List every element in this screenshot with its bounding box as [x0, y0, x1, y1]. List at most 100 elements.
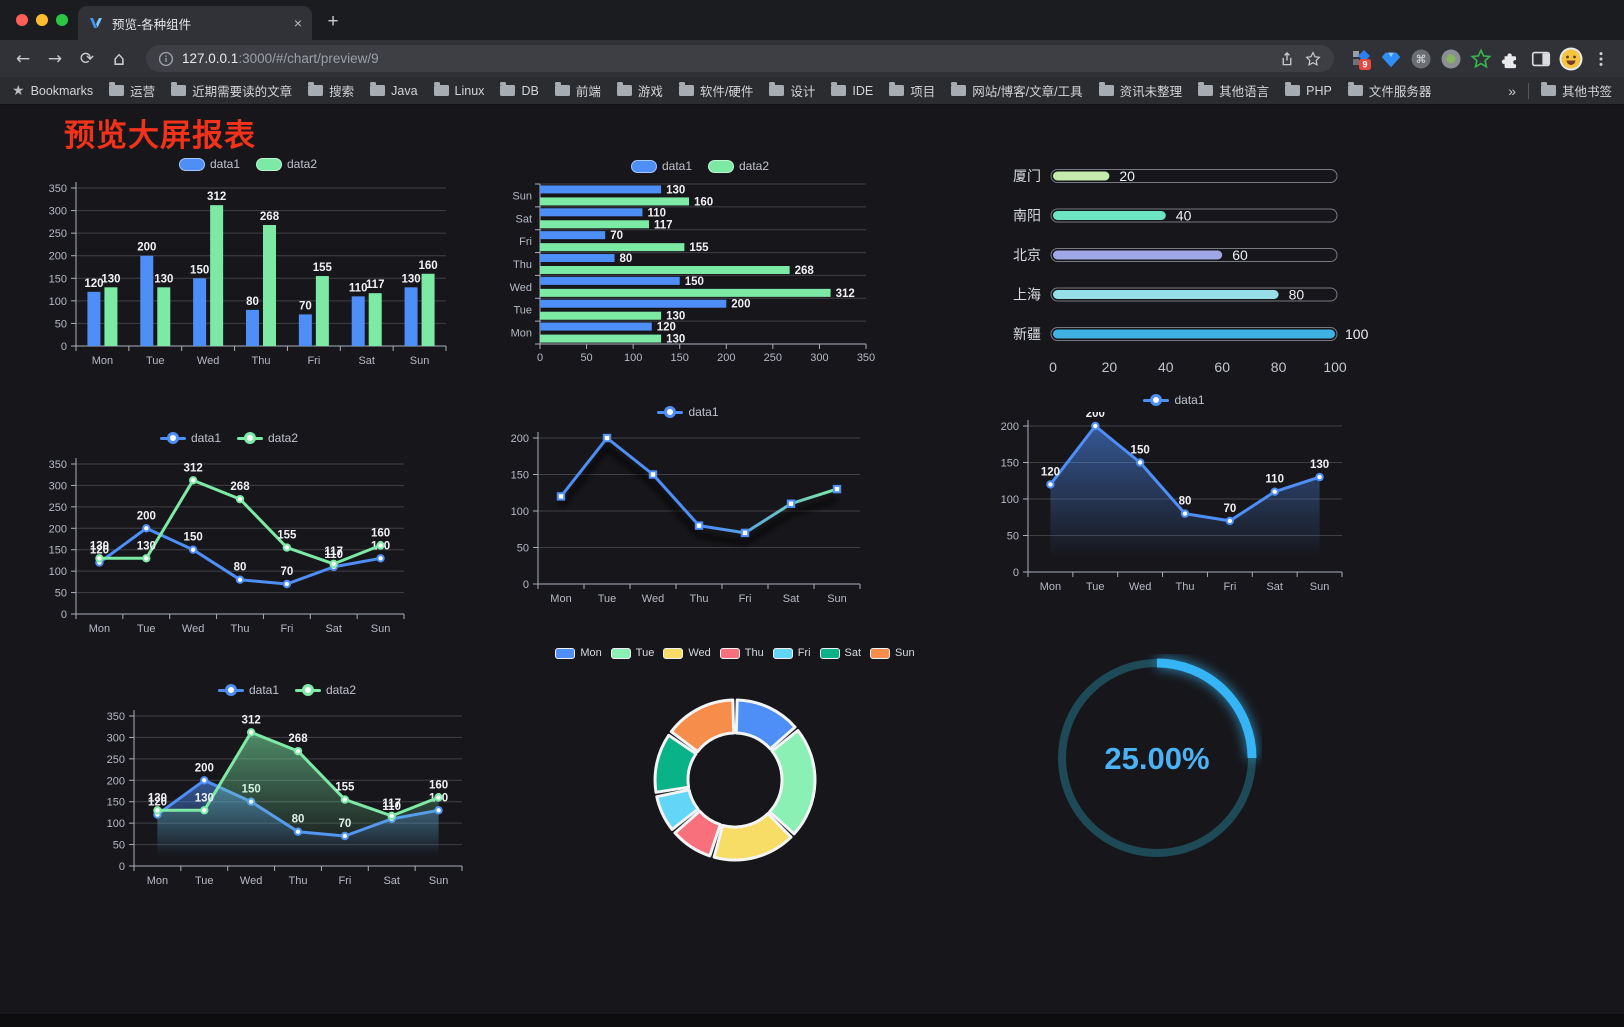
- bookmark-folder[interactable]: Linux: [433, 82, 484, 98]
- legend-item[interactable]: data1: [1143, 393, 1205, 407]
- progress-fill[interactable]: [1053, 250, 1223, 260]
- data-point[interactable]: [694, 521, 704, 530]
- bookmark-folder[interactable]: 运营: [109, 81, 155, 100]
- extension-command-icon[interactable]: ⌘: [1408, 46, 1434, 72]
- share-icon[interactable]: [1278, 50, 1296, 68]
- bar[interactable]: [404, 287, 418, 346]
- back-icon[interactable]: ←: [15, 48, 31, 69]
- home-icon[interactable]: ⌂: [112, 47, 126, 70]
- legend-item[interactable]: Wed: [663, 647, 711, 659]
- forward-icon[interactable]: →: [47, 48, 63, 69]
- hbar[interactable]: [540, 288, 831, 297]
- bookmark-folder[interactable]: DB: [500, 82, 539, 98]
- bookmark-folder[interactable]: IDE: [831, 82, 873, 98]
- sidebar-toggle-icon[interactable]: [1528, 46, 1554, 72]
- data-point[interactable]: [376, 541, 385, 550]
- data-point[interactable]: [235, 575, 245, 584]
- bar[interactable]: [368, 293, 382, 346]
- legend-item[interactable]: Sun: [870, 647, 915, 659]
- data-point[interactable]: [282, 579, 292, 589]
- data-point[interactable]: [246, 728, 256, 737]
- bookmark-folder[interactable]: 其他语言: [1198, 81, 1269, 100]
- data-point[interactable]: [235, 494, 245, 504]
- legend-item[interactable]: Sat: [819, 647, 861, 659]
- data-point[interactable]: [1180, 509, 1190, 518]
- bookmark-folder[interactable]: PHP: [1285, 82, 1332, 98]
- legend-item[interactable]: data1: [159, 431, 221, 445]
- hbar[interactable]: [540, 276, 680, 285]
- extensions-puzzle-icon[interactable]: [1498, 46, 1524, 72]
- bar[interactable]: [315, 276, 329, 346]
- pie-slice[interactable]: [669, 698, 736, 754]
- hbar[interactable]: [540, 231, 606, 240]
- data-point[interactable]: [200, 806, 209, 815]
- profile-avatar-icon[interactable]: [1558, 46, 1584, 72]
- data-point[interactable]: [153, 806, 162, 815]
- bookmark-folder[interactable]: 软件/硬件: [678, 81, 753, 100]
- hbar[interactable]: [540, 266, 790, 274]
- bookmark-folder[interactable]: 文件服务器: [1347, 81, 1431, 100]
- bookmark-folder[interactable]: 近期需要读的文章: [171, 81, 292, 100]
- data-point[interactable]: [142, 524, 151, 533]
- hbar[interactable]: [540, 220, 649, 229]
- bar[interactable]: [104, 287, 118, 346]
- bookmarks-manager[interactable]: ★ Bookmarks: [12, 82, 93, 99]
- bookmark-folder[interactable]: 搜索: [308, 81, 354, 100]
- legend-item[interactable]: data2: [295, 683, 356, 697]
- data-point[interactable]: [648, 470, 658, 479]
- bar[interactable]: [210, 205, 224, 346]
- legend-item[interactable]: Fri: [772, 647, 811, 659]
- bar[interactable]: [193, 278, 207, 346]
- data-point[interactable]: [329, 559, 338, 569]
- extension-gem-icon[interactable]: [1378, 46, 1404, 72]
- bookmark-folder[interactable]: 游戏: [616, 81, 663, 100]
- hbar[interactable]: [540, 208, 643, 217]
- bookmark-folder[interactable]: Java: [370, 82, 418, 98]
- site-info-icon[interactable]: [158, 51, 174, 67]
- legend-item[interactable]: Mon: [555, 647, 602, 659]
- bar[interactable]: [140, 255, 154, 346]
- hbar[interactable]: [540, 243, 685, 252]
- pie-slice[interactable]: [712, 812, 793, 862]
- legend-item[interactable]: Tue: [610, 647, 654, 659]
- data-point[interactable]: [1091, 421, 1100, 431]
- legend-item[interactable]: data1: [657, 405, 719, 419]
- pie-slice[interactable]: [655, 788, 700, 831]
- legend-item[interactable]: data1: [630, 159, 692, 173]
- data-point[interactable]: [602, 433, 612, 443]
- menu-dots-icon[interactable]: [1588, 46, 1614, 72]
- extension-green-star-icon[interactable]: [1468, 46, 1494, 72]
- progress-fill[interactable]: [1053, 171, 1110, 181]
- data-point[interactable]: [188, 476, 198, 485]
- data-point[interactable]: [786, 499, 796, 508]
- legend-item[interactable]: data2: [708, 159, 769, 173]
- data-point[interactable]: [832, 484, 842, 494]
- data-point[interactable]: [188, 545, 198, 554]
- browser-tab[interactable]: 预览-各种组件 ×: [78, 6, 312, 40]
- tab-close-icon[interactable]: ×: [293, 15, 302, 31]
- bar[interactable]: [87, 291, 101, 346]
- pie-slice[interactable]: [734, 698, 797, 751]
- data-point[interactable]: [556, 492, 566, 501]
- data-point[interactable]: [1225, 516, 1235, 526]
- data-point[interactable]: [376, 554, 385, 563]
- legend-item[interactable]: data1: [217, 683, 279, 697]
- reload-icon[interactable]: ⟳: [79, 48, 95, 69]
- data-point[interactable]: [387, 811, 396, 821]
- hbar[interactable]: [540, 334, 662, 343]
- address-bar[interactable]: 127.0.0.1:3000/#/chart/preview/9: [146, 45, 1334, 72]
- data-point[interactable]: [1270, 487, 1279, 496]
- window-zoom-button[interactable]: [56, 14, 68, 26]
- data-point[interactable]: [293, 746, 303, 756]
- window-minimize-button[interactable]: [36, 14, 48, 26]
- hbar[interactable]: [540, 322, 652, 331]
- bookmark-folder[interactable]: 设计: [769, 81, 815, 100]
- data-point[interactable]: [200, 776, 209, 785]
- data-point[interactable]: [282, 543, 292, 552]
- data-point[interactable]: [1046, 480, 1055, 489]
- data-point[interactable]: [1315, 472, 1324, 482]
- new-tab-button[interactable]: +: [327, 11, 339, 32]
- bar[interactable]: [421, 273, 435, 346]
- bar[interactable]: [157, 287, 171, 346]
- bar[interactable]: [351, 296, 365, 346]
